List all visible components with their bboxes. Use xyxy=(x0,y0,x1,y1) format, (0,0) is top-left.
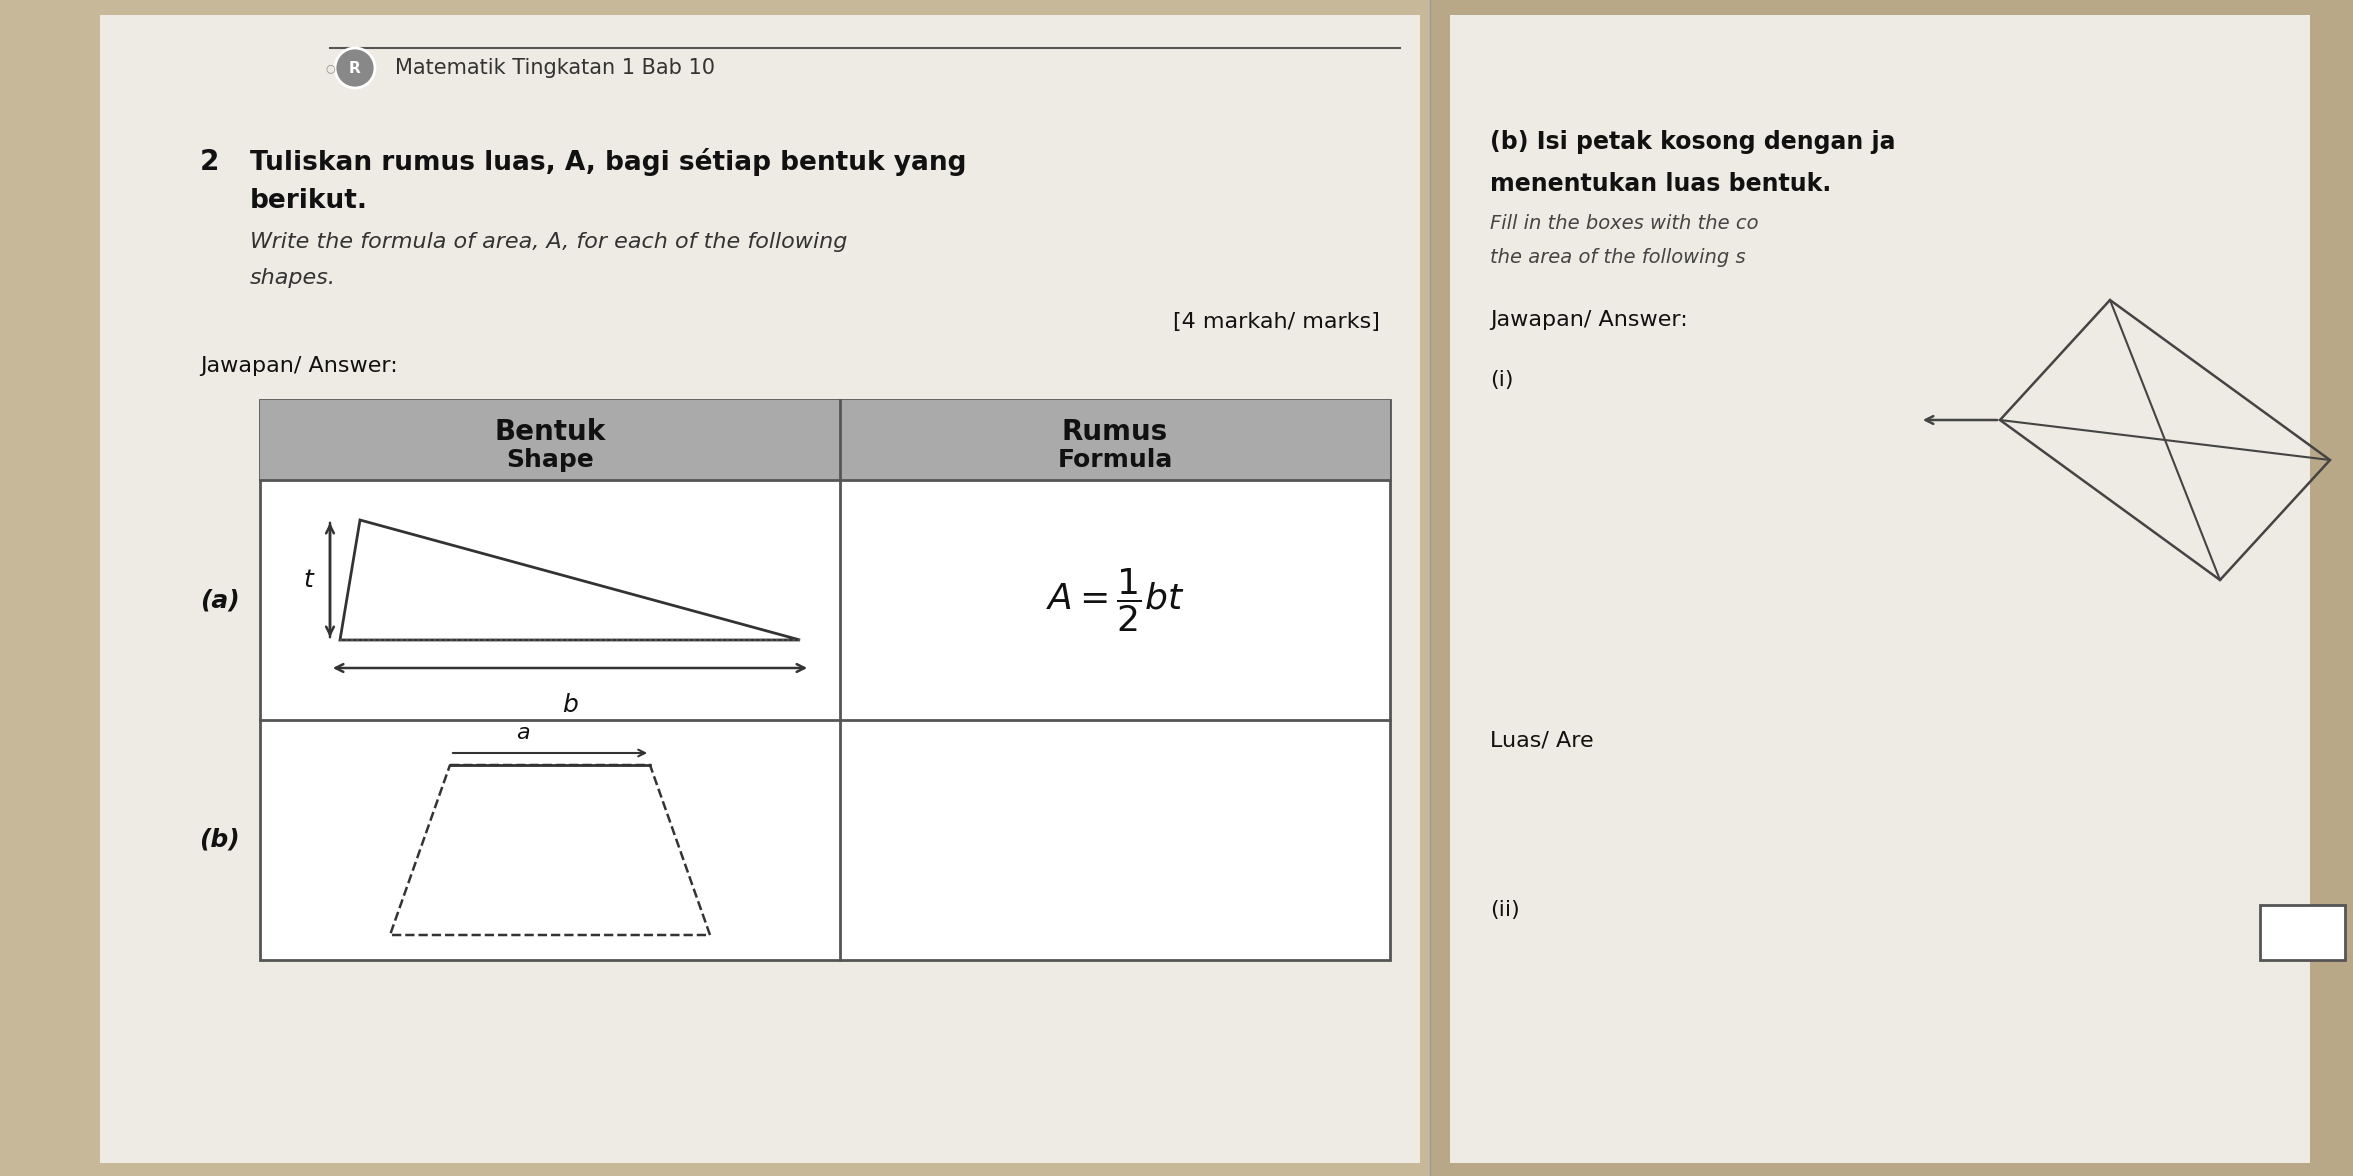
Text: ○: ○ xyxy=(325,64,334,73)
Text: t: t xyxy=(304,568,313,592)
Text: (i): (i) xyxy=(1489,370,1513,390)
Text: [4 markah/ marks]: [4 markah/ marks] xyxy=(1174,312,1379,332)
Text: the area of the following s: the area of the following s xyxy=(1489,248,1746,267)
FancyBboxPatch shape xyxy=(99,15,1419,1163)
FancyBboxPatch shape xyxy=(840,400,1391,480)
Text: shapes.: shapes. xyxy=(249,268,336,288)
Text: (ii): (ii) xyxy=(1489,900,1520,920)
Text: Jawapan/ Answer:: Jawapan/ Answer: xyxy=(200,356,398,376)
Text: Rumus: Rumus xyxy=(1061,417,1167,446)
FancyBboxPatch shape xyxy=(259,400,840,480)
Text: Luas/ Are: Luas/ Are xyxy=(1489,730,1593,750)
Text: berikut.: berikut. xyxy=(249,188,367,214)
FancyBboxPatch shape xyxy=(1431,0,2353,1176)
FancyBboxPatch shape xyxy=(259,400,1391,960)
Text: Formula: Formula xyxy=(1056,448,1172,472)
Text: (a): (a) xyxy=(200,588,240,612)
FancyBboxPatch shape xyxy=(2259,906,2346,960)
Text: Fill in the boxes with the co: Fill in the boxes with the co xyxy=(1489,214,1758,233)
Text: Matematik Tingkatan 1 Bab 10: Matematik Tingkatan 1 Bab 10 xyxy=(395,58,715,78)
Text: Bentuk: Bentuk xyxy=(494,417,605,446)
Text: Tuliskan rumus luas, A, bagi sétiap bentuk yang: Tuliskan rumus luas, A, bagi sétiap bent… xyxy=(249,148,967,176)
Text: (b) Isi petak kosong dengan ja: (b) Isi petak kosong dengan ja xyxy=(1489,131,1897,154)
Text: $A = \dfrac{1}{2}bt$: $A = \dfrac{1}{2}bt$ xyxy=(1045,567,1184,634)
Text: (b): (b) xyxy=(200,828,240,851)
Text: b: b xyxy=(562,693,579,717)
FancyBboxPatch shape xyxy=(1449,15,2311,1163)
Circle shape xyxy=(334,48,374,88)
Text: R: R xyxy=(348,60,360,75)
Text: 2: 2 xyxy=(200,148,219,176)
Text: a: a xyxy=(515,723,529,743)
Text: menentukan luas bentuk.: menentukan luas bentuk. xyxy=(1489,172,1831,196)
Text: Jawapan/ Answer:: Jawapan/ Answer: xyxy=(1489,310,1687,330)
Text: Write the formula of area, A, for each of the following: Write the formula of area, A, for each o… xyxy=(249,232,847,252)
Text: Shape: Shape xyxy=(506,448,593,472)
